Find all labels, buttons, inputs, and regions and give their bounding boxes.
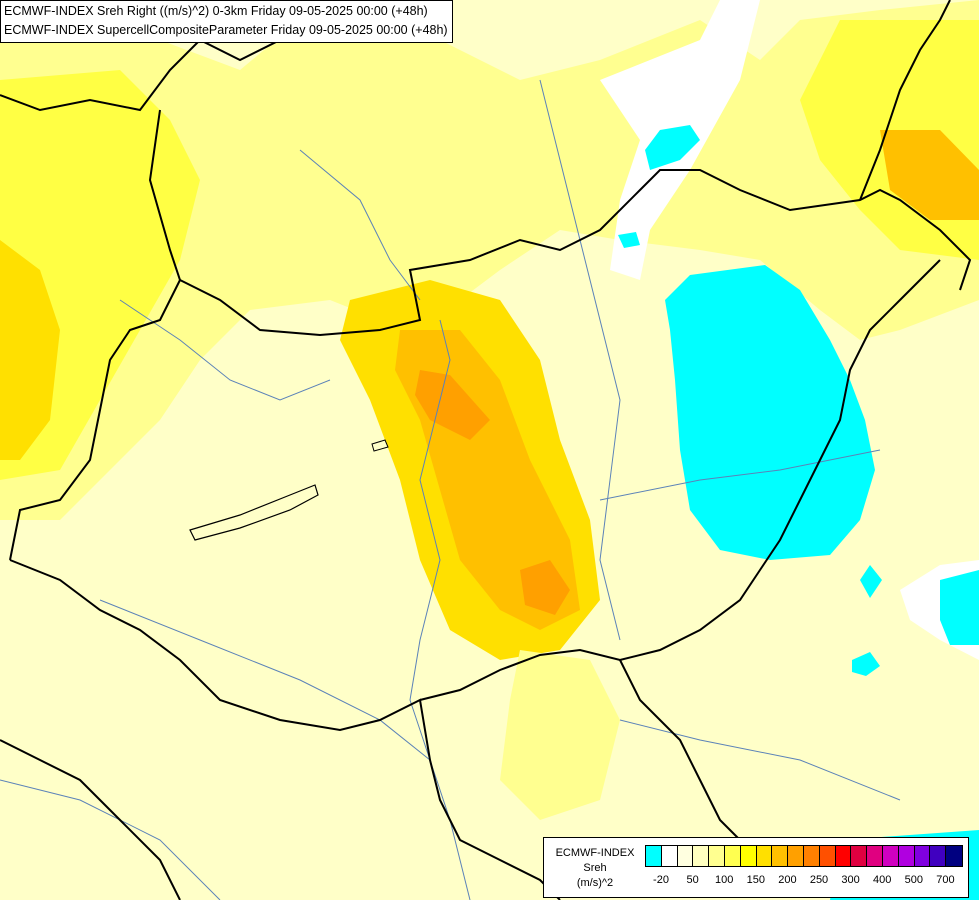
legend-swatch bbox=[898, 846, 915, 866]
chart-title-box: ECMWF-INDEX Sreh Right ((m/s)^2) 0-3km F… bbox=[0, 0, 453, 43]
river-east-branch bbox=[599, 449, 881, 501]
water-zone-east-small bbox=[860, 565, 882, 598]
water-zone-tiny bbox=[618, 232, 640, 248]
legend-tick-label: 150 bbox=[746, 874, 765, 886]
legend-tick-label: 500 bbox=[904, 874, 923, 886]
title-line-2: ECMWF-INDEX SupercellCompositeParameter … bbox=[4, 23, 448, 37]
legend-swatch bbox=[930, 846, 947, 866]
border-far-southwest bbox=[0, 739, 181, 900]
legend-tick-label: -20 bbox=[653, 874, 669, 886]
border-northwest bbox=[0, 0, 331, 112]
legend-swatch bbox=[819, 846, 836, 866]
legend-swatch bbox=[677, 846, 694, 866]
river-south-east bbox=[619, 719, 901, 801]
lake-outline bbox=[189, 484, 319, 541]
lake-small bbox=[371, 439, 389, 452]
legend-swatch bbox=[740, 846, 757, 866]
legend-tick-label: 100 bbox=[715, 874, 734, 886]
legend-swatch bbox=[756, 846, 773, 866]
river-south-west bbox=[99, 599, 431, 761]
legend-title-line-3: (m/s)^2 bbox=[576, 877, 614, 889]
water-zone-east-dot bbox=[852, 652, 880, 676]
legend-tick-label: 400 bbox=[873, 874, 892, 886]
border-southeast bbox=[419, 259, 941, 701]
river-north bbox=[299, 149, 421, 301]
border-north bbox=[179, 169, 972, 337]
legend-swatch bbox=[661, 846, 678, 866]
legend-swatch bbox=[772, 846, 789, 866]
legend-tick-label: 250 bbox=[809, 874, 829, 886]
water-zone-east bbox=[940, 570, 979, 645]
field-band-mid bbox=[0, 0, 979, 520]
central-plume-peak-north bbox=[415, 370, 490, 440]
border-west bbox=[9, 109, 182, 561]
legend-swatch bbox=[724, 846, 741, 866]
legend-swatch bbox=[835, 846, 852, 866]
legend-tick-label: 700 bbox=[936, 874, 955, 886]
legend-swatch bbox=[693, 846, 710, 866]
legend-tick-label: 200 bbox=[778, 874, 797, 886]
legend-swatch bbox=[867, 846, 883, 866]
legend-swatch bbox=[914, 846, 931, 866]
river-west bbox=[119, 299, 331, 401]
legend-swatch bbox=[946, 846, 962, 866]
legend-tick-label: 50 bbox=[686, 874, 699, 886]
legend-swatch bbox=[709, 846, 725, 866]
legend-tick-label: 300 bbox=[841, 874, 860, 886]
legend-swatch bbox=[646, 846, 662, 866]
central-plume-peak-south bbox=[520, 560, 570, 615]
southern-tail bbox=[500, 650, 620, 820]
legend-swatch bbox=[803, 846, 820, 866]
legend-swatch bbox=[882, 846, 899, 866]
field-band-west-core bbox=[0, 240, 60, 460]
colorbar-legend: ECMWF-INDEX Sreh (m/s)^2 -20 50 100 150 200 2… bbox=[543, 837, 969, 898]
legend-title: ECMWF-INDEX Sreh (m/s)^2 bbox=[548, 846, 642, 891]
water-zone-main bbox=[665, 265, 875, 560]
field-band-northeast-core bbox=[880, 130, 979, 220]
border-northeast bbox=[859, 0, 951, 201]
legend-title-line-1: ECMWF-INDEX bbox=[555, 847, 635, 859]
legend-swatches bbox=[645, 845, 963, 867]
legend-swatch bbox=[851, 846, 868, 866]
legend-swatch bbox=[788, 846, 804, 866]
title-line-1: ECMWF-INDEX Sreh Right ((m/s)^2) 0-3km F… bbox=[4, 4, 428, 18]
water-zone-small-north bbox=[645, 125, 700, 170]
legend-title-line-2: Sreh bbox=[583, 862, 607, 874]
river-east bbox=[539, 79, 621, 641]
border-south bbox=[9, 559, 561, 900]
